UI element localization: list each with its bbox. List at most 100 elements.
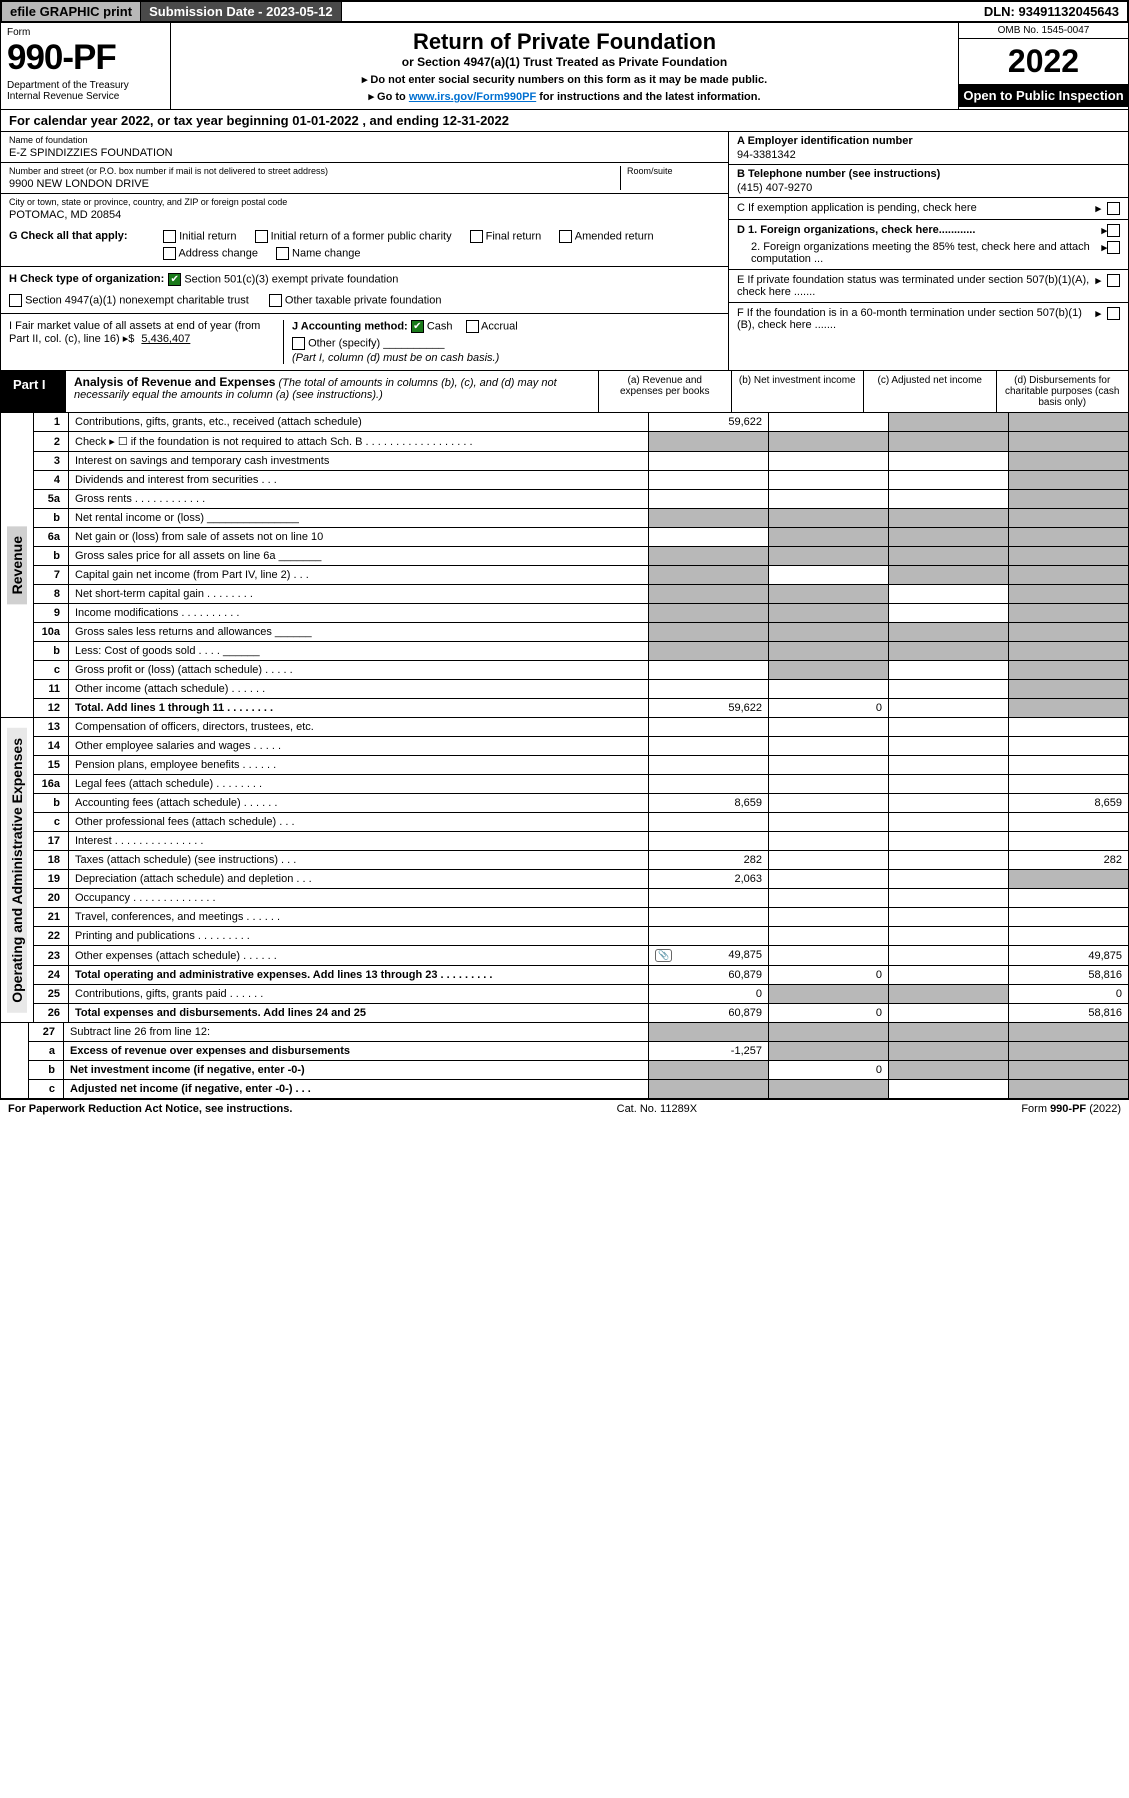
amount-cell: 0 <box>769 1061 889 1080</box>
status-terminated-checkbox[interactable] <box>1107 274 1120 287</box>
amount-cell <box>649 832 769 851</box>
amount-cell <box>889 566 1009 585</box>
amount-cell <box>1009 927 1129 946</box>
amount-cell <box>769 604 889 623</box>
amount-cell <box>649 775 769 794</box>
amount-cell: 59,622 <box>649 413 769 432</box>
address-change-checkbox[interactable] <box>163 247 176 260</box>
line-number: 8 <box>34 585 69 604</box>
amount-cell <box>649 432 769 452</box>
501c3-checkbox[interactable] <box>168 273 181 286</box>
amount-cell <box>649 737 769 756</box>
omb-number: OMB No. 1545-0047 <box>959 23 1128 39</box>
4947-checkbox[interactable] <box>9 294 22 307</box>
col-d-head: (d) Disbursements for charitable purpose… <box>996 371 1129 412</box>
attachment-icon[interactable]: 📎 <box>655 949 672 962</box>
line-description: Other professional fees (attach schedule… <box>69 813 649 832</box>
amount-cell <box>1009 490 1129 509</box>
open-inspection: Open to Public Inspection <box>959 84 1128 107</box>
amount-cell <box>889 413 1009 432</box>
amount-cell <box>769 775 889 794</box>
cash-checkbox[interactable] <box>411 320 424 333</box>
amount-cell <box>649 889 769 908</box>
amount-cell: 0 <box>769 966 889 985</box>
initial-former-checkbox[interactable] <box>255 230 268 243</box>
line-description: Compensation of officers, directors, tru… <box>69 718 649 737</box>
amount-cell <box>769 794 889 813</box>
final-return-checkbox[interactable] <box>470 230 483 243</box>
amount-cell: 60,879 <box>649 1004 769 1023</box>
initial-return-checkbox[interactable] <box>163 230 176 243</box>
line-number: 23 <box>34 946 69 966</box>
page-footer: For Paperwork Reduction Act Notice, see … <box>0 1099 1129 1118</box>
line-number: 10a <box>34 623 69 642</box>
amount-cell <box>649 927 769 946</box>
amount-cell <box>649 452 769 471</box>
line-description: Gross sales price for all assets on line… <box>69 547 649 566</box>
amount-cell: 2,063 <box>649 870 769 889</box>
line-description: Interest on savings and temporary cash i… <box>69 452 649 471</box>
amount-cell <box>1009 680 1129 699</box>
line-description: Other expenses (attach schedule) . . . .… <box>69 946 649 966</box>
amount-cell <box>889 509 1009 528</box>
phone-value: (415) 407-9270 <box>737 182 1120 194</box>
name-change-checkbox[interactable] <box>276 247 289 260</box>
amount-cell <box>649 623 769 642</box>
line-description: Net rental income or (loss) ____________… <box>69 509 649 528</box>
col-a-head: (a) Revenue and expenses per books <box>598 371 731 412</box>
amount-cell <box>649 528 769 547</box>
line-description: Interest . . . . . . . . . . . . . . . <box>69 832 649 851</box>
amount-cell <box>889 966 1009 985</box>
amount-cell <box>1009 1023 1129 1042</box>
amount-cell <box>889 813 1009 832</box>
amount-cell <box>769 870 889 889</box>
amount-cell: 58,816 <box>1009 1004 1129 1023</box>
foreign-85-checkbox[interactable] <box>1107 241 1120 254</box>
line-number: 22 <box>34 927 69 946</box>
ein-label: A Employer identification number <box>737 135 1120 147</box>
amount-cell <box>1009 813 1129 832</box>
revenue-table: Revenue1Contributions, gifts, grants, et… <box>0 413 1129 718</box>
accrual-checkbox[interactable] <box>466 320 479 333</box>
line-description: Total expenses and disbursements. Add li… <box>69 1004 649 1023</box>
other-taxable-checkbox[interactable] <box>269 294 282 307</box>
exemption-pending-checkbox[interactable] <box>1107 202 1120 215</box>
amount-cell <box>889 889 1009 908</box>
amount-cell <box>889 471 1009 490</box>
amount-cell <box>889 851 1009 870</box>
j-note: (Part I, column (d) must be on cash basi… <box>292 352 720 364</box>
amount-cell <box>769 927 889 946</box>
irs-link[interactable]: www.irs.gov/Form990PF <box>409 91 536 103</box>
col-b-head: (b) Net investment income <box>731 371 864 412</box>
line-number: 14 <box>34 737 69 756</box>
line-number: 15 <box>34 756 69 775</box>
efile-label[interactable]: efile GRAPHIC print <box>2 2 141 21</box>
line-description: Other income (attach schedule) . . . . .… <box>69 680 649 699</box>
line-number: 5a <box>34 490 69 509</box>
line-description: Pension plans, employee benefits . . . .… <box>69 756 649 775</box>
amount-cell <box>769 547 889 566</box>
line-description: Printing and publications . . . . . . . … <box>69 927 649 946</box>
line-description: Depreciation (attach schedule) and deple… <box>69 870 649 889</box>
d2-label: 2. Foreign organizations meeting the 85%… <box>737 241 1101 265</box>
line-description: Net short-term capital gain . . . . . . … <box>69 585 649 604</box>
amount-cell <box>889 985 1009 1004</box>
phone-label: B Telephone number (see instructions) <box>737 168 1120 180</box>
amount-cell <box>1009 908 1129 927</box>
foundation-name: E-Z SPINDIZZIES FOUNDATION <box>9 147 720 159</box>
entity-info: Name of foundation E-Z SPINDIZZIES FOUND… <box>0 132 1129 371</box>
other-method-checkbox[interactable] <box>292 337 305 350</box>
side-spacer <box>1 1023 29 1099</box>
amount-cell <box>769 851 889 870</box>
amount-cell <box>649 585 769 604</box>
foreign-org-checkbox[interactable] <box>1107 224 1120 237</box>
60-month-checkbox[interactable] <box>1107 307 1120 320</box>
amended-return-checkbox[interactable] <box>559 230 572 243</box>
line-number: 27 <box>29 1023 64 1042</box>
amount-cell <box>889 1061 1009 1080</box>
part-label: Part I <box>1 371 66 412</box>
amount-cell: 59,622 <box>649 699 769 718</box>
form-label: Form <box>7 27 164 38</box>
g-label: G Check all that apply: <box>9 230 159 242</box>
amount-cell <box>649 490 769 509</box>
